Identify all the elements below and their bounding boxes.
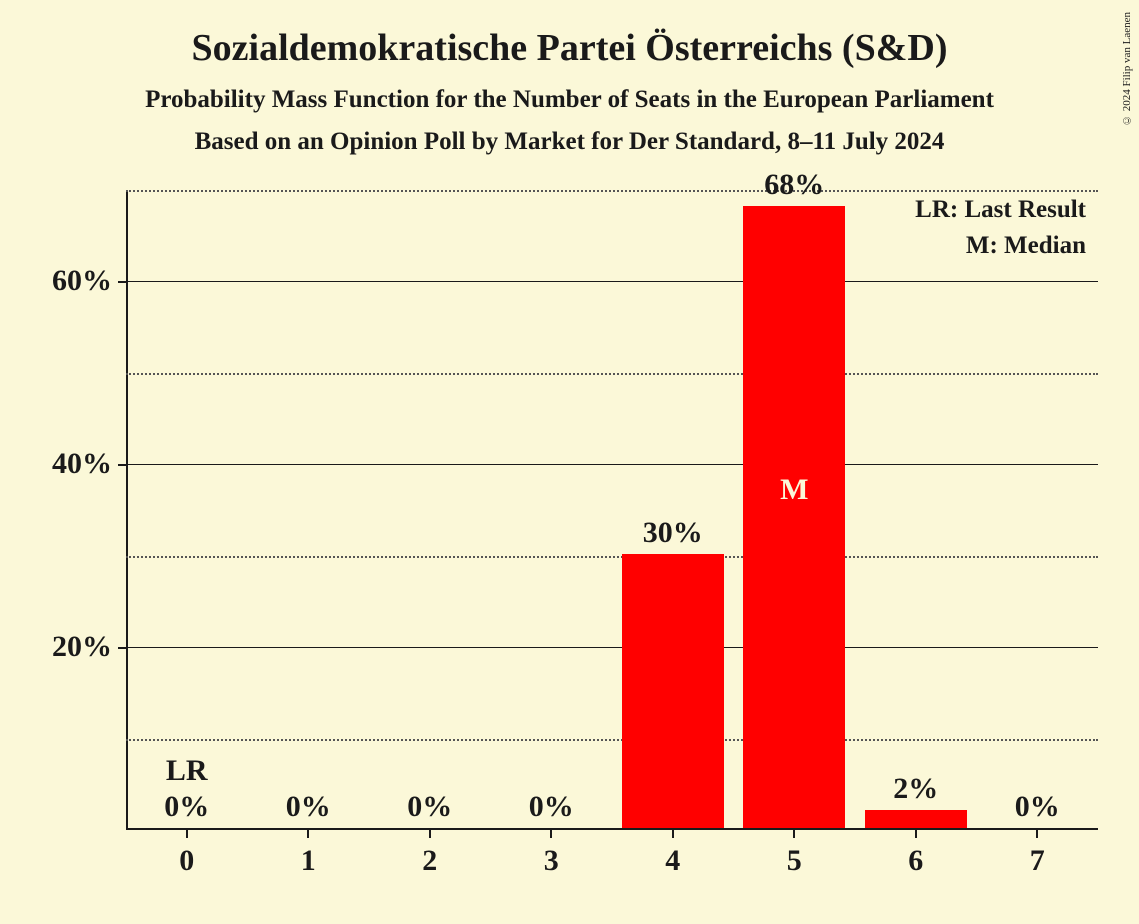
x-tick-label: 3 — [544, 844, 559, 878]
chart-title: Sozialdemokratische Partei Österreichs (… — [0, 0, 1139, 70]
x-tick-label: 5 — [787, 844, 802, 878]
bar-value-label: 0% — [1015, 790, 1060, 824]
bar-value-label: 0% — [164, 790, 209, 824]
chart-legend: LR: Last Result M: Median — [915, 196, 1086, 268]
y-tick-label: 20% — [52, 630, 112, 664]
y-axis-line — [126, 190, 128, 830]
last-result-marker: LR — [166, 754, 208, 788]
bar-value-label: 0% — [529, 790, 574, 824]
bar-value-label: 0% — [286, 790, 331, 824]
legend-m: M: Median — [915, 232, 1086, 260]
grid-minor-line — [126, 373, 1098, 375]
x-tick-mark — [550, 830, 552, 838]
chart-plot-area: LR: Last Result M: Median 20%40%60%00%LR… — [126, 190, 1098, 830]
x-tick-label: 6 — [908, 844, 923, 878]
bar-value-label: 68% — [764, 168, 824, 202]
grid-minor-line — [126, 556, 1098, 558]
chart-subtitle-2: Based on an Opinion Poll by Market for D… — [0, 128, 1139, 156]
x-tick-mark — [672, 830, 674, 838]
bar-value-label: 0% — [407, 790, 452, 824]
grid-minor-line — [126, 190, 1098, 192]
grid-major-line — [126, 281, 1098, 282]
bar-value-label: 2% — [893, 772, 938, 806]
bar — [622, 554, 724, 828]
x-tick-mark — [186, 830, 188, 838]
grid-major-line — [126, 647, 1098, 648]
y-tick-mark — [118, 281, 126, 283]
x-tick-label: 7 — [1030, 844, 1045, 878]
x-tick-label: 0 — [179, 844, 194, 878]
x-axis-line — [126, 828, 1098, 830]
bar — [865, 810, 967, 828]
chart-subtitle-1: Probability Mass Function for the Number… — [0, 86, 1139, 114]
copyright-text: © 2024 Filip van Laenen — [1121, 12, 1133, 126]
median-marker: M — [780, 473, 808, 507]
x-tick-mark — [307, 830, 309, 838]
x-tick-mark — [793, 830, 795, 838]
legend-lr: LR: Last Result — [915, 196, 1086, 224]
bar — [743, 206, 845, 828]
grid-major-line — [126, 464, 1098, 465]
grid-minor-line — [126, 739, 1098, 741]
x-tick-label: 1 — [301, 844, 316, 878]
x-tick-label: 4 — [665, 844, 680, 878]
bar-value-label: 30% — [643, 516, 703, 550]
y-tick-mark — [118, 647, 126, 649]
x-tick-mark — [1036, 830, 1038, 838]
y-tick-mark — [118, 464, 126, 466]
x-tick-mark — [915, 830, 917, 838]
y-tick-label: 60% — [52, 264, 112, 298]
x-tick-label: 2 — [422, 844, 437, 878]
y-tick-label: 40% — [52, 447, 112, 481]
x-tick-mark — [429, 830, 431, 838]
